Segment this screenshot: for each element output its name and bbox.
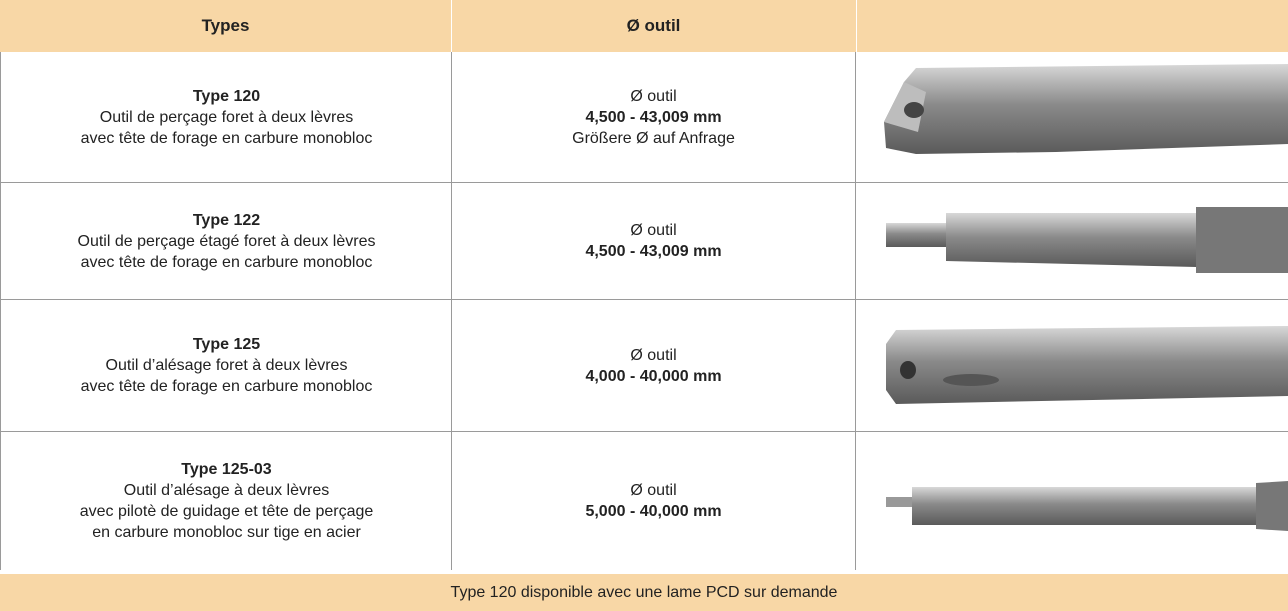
diameter-range: 5,000 - 40,000 mm [585, 503, 722, 520]
description: Outil d’alésage à deux lèvres [123, 482, 330, 499]
type-cell: Type 125-03 Outil d’alésage à deux lèvre… [0, 432, 452, 570]
tool-drawing [886, 207, 1288, 273]
header-types: Types [201, 16, 250, 35]
type-cell: Type 125 Outil d’alésage foret à deux lè… [0, 300, 452, 431]
diameter-label: Ø outil [630, 87, 677, 105]
tool-image [856, 300, 1288, 431]
table-header: Types Ø outil [0, 0, 1288, 52]
table-row: Type 125 Outil d’alésage foret à deux lè… [0, 300, 1288, 432]
description: Outil de perçage étagé foret à deux lèvr… [77, 232, 376, 250]
tool-image [856, 432, 1288, 570]
type-title: Type 120 [192, 87, 261, 105]
diameter-cell: Ø outil 4,000 - 40,000 mm [451, 300, 856, 431]
header-diameter: Ø outil [626, 16, 681, 35]
type-title: Type 125-03 [181, 461, 272, 478]
diameter-range: 4,500 - 43,009 mm [585, 108, 722, 126]
description: Outil d’alésage foret à deux lèvres [105, 357, 348, 374]
diameter-range: 4,500 - 43,009 mm [585, 243, 722, 260]
diameter-range: 4,000 - 40,000 mm [585, 367, 722, 385]
diameter-label: Ø outil [630, 482, 677, 499]
table-row: Type 120 Outil de perçage foret à deux l… [0, 52, 1288, 183]
tool-image [856, 52, 1288, 182]
diameter-cell: Ø outil 4,500 - 43,009 mm Größere Ø auf … [451, 52, 856, 182]
table-row: Type 122 Outil de perçage étagé foret à … [0, 183, 1288, 300]
type-cell: Type 122 Outil de perçage étagé foret à … [0, 183, 452, 299]
diameter-note: Größere Ø auf Anfrage [572, 129, 735, 147]
type-cell: Type 120 Outil de perçage foret à deux l… [0, 52, 452, 182]
tool-drawing [886, 480, 1288, 531]
description: avec pilotè de guidage et tête de perçag… [79, 503, 374, 520]
description: en carbure monobloc sur tige en acier [92, 524, 361, 541]
tool-image [856, 183, 1288, 299]
diameter-label: Ø outil [630, 222, 677, 239]
diameter-cell: Ø outil 4,500 - 43,009 mm [451, 183, 856, 299]
diameter-cell: Ø outil 5,000 - 40,000 mm [451, 432, 856, 570]
description: avec tête de forage en carbure monobloc [80, 378, 373, 395]
footer-note: Type 120 disponible avec une lame PCD su… [0, 574, 1288, 611]
description: Outil de perçage foret à deux lèvres [99, 108, 354, 126]
type-title: Type 125 [192, 336, 261, 353]
description: avec tête de forage en carbure monobloc [80, 253, 373, 271]
tool-drawing [884, 64, 1288, 154]
description: avec tête de forage en carbure monobloc [80, 129, 373, 147]
diameter-label: Ø outil [630, 346, 677, 364]
tool-drawing [886, 326, 1288, 404]
type-title: Type 122 [192, 211, 261, 229]
table-row: Type 125-03 Outil d’alésage à deux lèvre… [0, 432, 1288, 570]
